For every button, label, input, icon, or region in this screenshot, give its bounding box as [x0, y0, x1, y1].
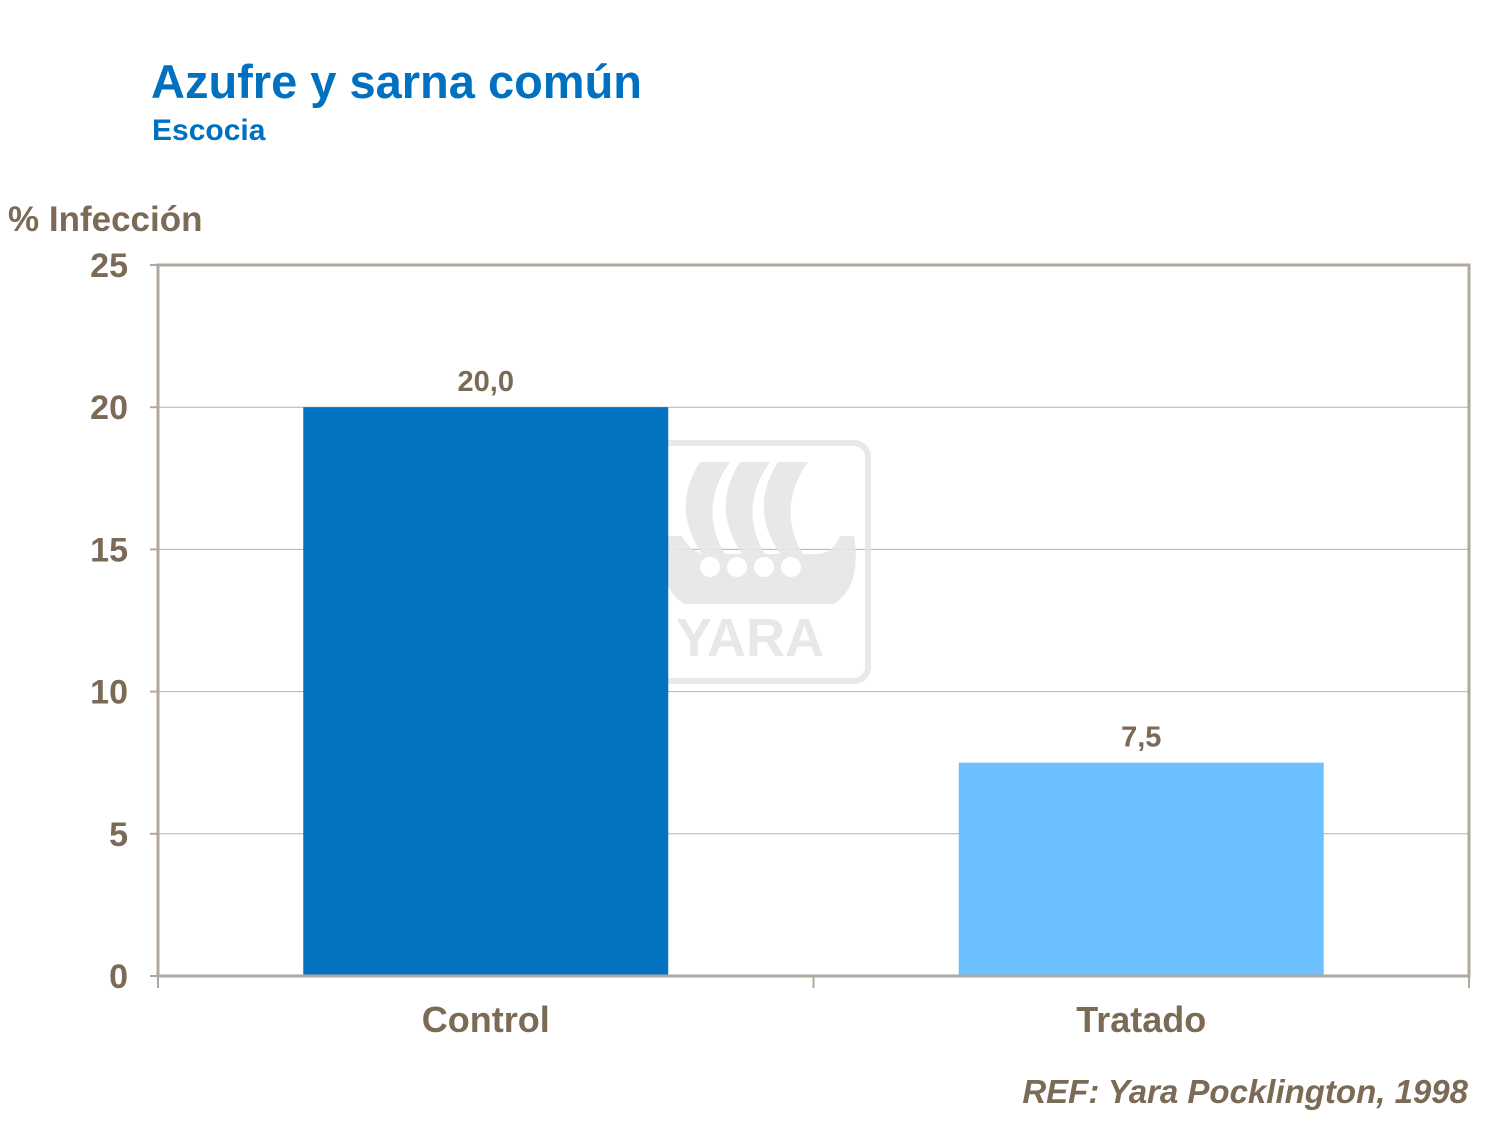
- chart-subtitle: Escocia: [152, 114, 266, 147]
- bar-tratado: [958, 762, 1324, 976]
- y-tick-label: 15: [90, 531, 128, 569]
- svg-text:YARA: YARA: [676, 608, 824, 668]
- y-tick-label: 0: [109, 958, 128, 996]
- bars: [303, 407, 1324, 976]
- y-tick-label: 10: [90, 674, 128, 712]
- bar-control: [303, 407, 669, 976]
- y-axis-label: % Infección: [8, 200, 203, 239]
- y-tick-label: 25: [90, 247, 128, 285]
- y-tick-label: 5: [109, 816, 128, 854]
- data-label: 7,5: [1121, 722, 1161, 754]
- yara-logo-watermark: YARA: [629, 440, 871, 684]
- x-tick-label: Tratado: [1076, 999, 1206, 1040]
- labels: 0 5 10 15 20 25 20,0 Control 7,5 Tratado: [90, 247, 1206, 1040]
- chart-title: Azufre y sarna común: [151, 55, 643, 108]
- axes: [150, 263, 1471, 988]
- x-tick-label: Control: [422, 999, 550, 1040]
- y-tick-label: 20: [90, 389, 128, 427]
- data-label: 20,0: [458, 366, 514, 398]
- reference-note: REF: Yara Pocklington, 1998: [1022, 1073, 1468, 1110]
